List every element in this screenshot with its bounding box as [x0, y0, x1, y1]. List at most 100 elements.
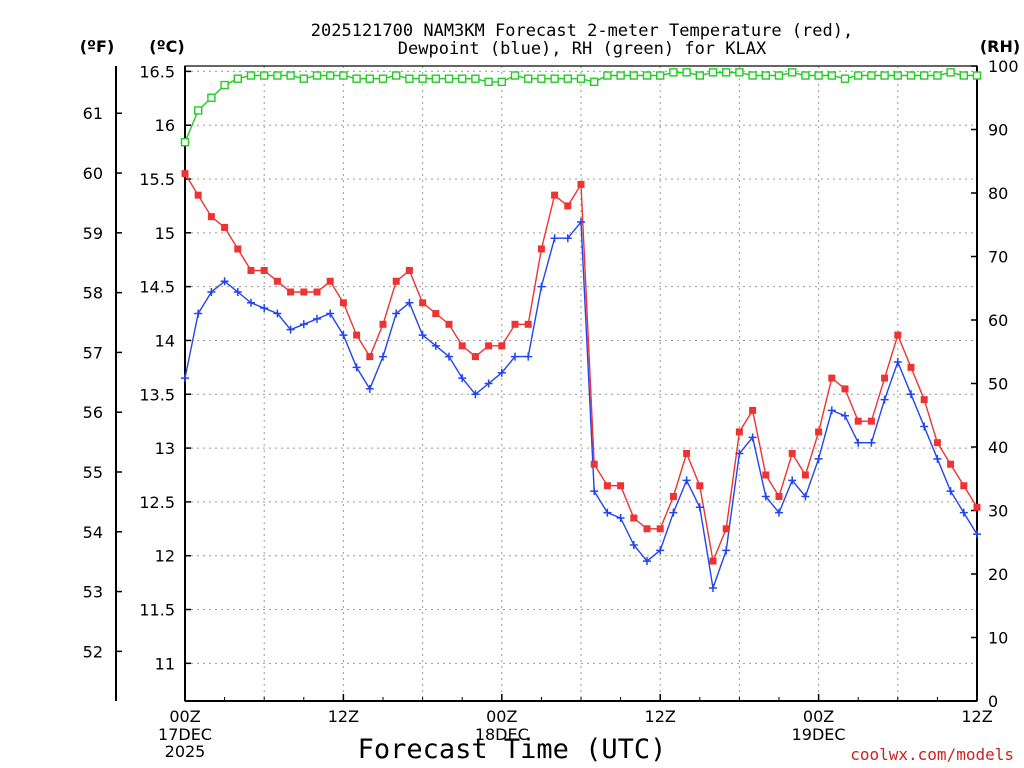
rh-tick-label: 30 — [988, 502, 1008, 521]
time-tick-label: 12Z — [645, 707, 676, 726]
time-tick-label: 12Z — [961, 707, 992, 726]
dewpoint-point — [973, 530, 981, 539]
rh-point — [273, 71, 282, 80]
temperature-point — [801, 471, 809, 479]
rh-point — [207, 93, 216, 102]
rh-point — [880, 71, 889, 80]
temperature-point — [933, 439, 941, 447]
rh-point — [906, 71, 916, 80]
dewpoint-point — [392, 309, 401, 318]
celsius-tick-label: 14.5 — [139, 278, 175, 297]
temperature-point — [603, 482, 611, 490]
temperature-point — [194, 191, 202, 199]
time-tick-year-label: 2025 — [165, 742, 206, 761]
temperature-point — [524, 320, 532, 328]
temperature-point — [379, 320, 387, 328]
temperature-point — [643, 525, 651, 533]
dewpoint-point — [893, 357, 902, 366]
temperature-point — [247, 266, 255, 274]
temperature-point — [564, 202, 572, 210]
rh-tick-label: 0 — [988, 692, 998, 711]
temperature-point — [617, 482, 625, 490]
temperature-point — [287, 288, 295, 296]
dewpoint-point — [933, 454, 942, 463]
rh-point — [299, 74, 308, 83]
time-tick-label: 12Z — [328, 707, 359, 726]
rh-point — [193, 106, 203, 115]
dewpoint-point — [445, 352, 453, 361]
temperature-point — [762, 471, 770, 479]
dewpoint-point — [577, 218, 585, 227]
dewpoint-point — [643, 557, 651, 566]
temperature-point — [511, 320, 519, 328]
temperature-point — [577, 180, 585, 188]
temperature-point — [432, 310, 440, 318]
rh-tick-label: 20 — [988, 565, 1008, 584]
chart-title-line1: 2025121700 NAM3KM Forecast 2-meter Tempe… — [311, 21, 853, 41]
temperature-point — [907, 363, 915, 371]
celsius-tick-label: 13.5 — [139, 385, 175, 404]
dewpoint-point — [484, 379, 493, 388]
time-tick-date-label: 18DEC — [475, 725, 529, 744]
dewpoint-point — [233, 288, 242, 297]
rh-point — [854, 71, 863, 80]
temperature-point — [445, 320, 453, 328]
dewpoint-point — [788, 476, 797, 485]
rh-point — [550, 74, 559, 83]
fahrenheit-tick-label: 53 — [83, 583, 103, 602]
x-axis-title: Forecast Time (UTC) — [358, 734, 667, 765]
dewpoint-point — [590, 487, 599, 496]
rh-point — [260, 71, 269, 80]
dewpoint-point — [418, 331, 427, 340]
rh-point — [458, 74, 467, 83]
time-tick-date-label: 17DEC — [158, 725, 212, 744]
dewpoint-point — [959, 508, 968, 517]
rh-point — [431, 74, 440, 83]
dewpoint-point — [735, 449, 744, 458]
temperature-point — [590, 460, 598, 468]
rh-tick-label: 80 — [988, 184, 1008, 203]
dewpoint-point — [458, 374, 467, 383]
rh-point — [761, 71, 770, 80]
dewpoint-point — [854, 438, 863, 447]
dewpoint-point — [722, 546, 731, 555]
rh-tick-label: 40 — [988, 438, 1008, 457]
fahrenheit-tick-label: 55 — [83, 463, 103, 482]
temperature-point — [894, 331, 902, 339]
rh-point — [840, 74, 850, 83]
dewpoint-point — [880, 395, 889, 404]
celsius-tick-label: 15 — [155, 224, 175, 243]
temperature-point — [656, 525, 664, 533]
time-tick-label: 00Z — [169, 707, 200, 726]
rh-point — [788, 68, 797, 77]
rh-point — [629, 71, 638, 80]
dewpoint-point — [669, 508, 678, 517]
rh-point — [590, 77, 599, 87]
temperature-point — [828, 374, 836, 382]
rh-point — [642, 71, 652, 80]
fahrenheit-unit-label: (ºF) — [80, 37, 115, 56]
temperature-point — [749, 406, 757, 414]
dewpoint-point — [286, 325, 295, 334]
rh-point — [722, 68, 731, 77]
temperature-point — [881, 374, 889, 382]
rh-point — [471, 74, 480, 83]
dewpoint-point — [761, 492, 770, 501]
dewpoint-point — [260, 304, 269, 313]
temperature-point — [867, 417, 875, 425]
rh-point — [933, 71, 942, 80]
dewpoint-point — [801, 492, 810, 501]
rh-point — [920, 71, 929, 80]
rh-point — [497, 77, 506, 87]
rh-tick-label: 70 — [988, 248, 1008, 267]
temperature-point — [339, 299, 347, 307]
celsius-tick-label: 13 — [155, 439, 175, 458]
temperature-point — [485, 342, 493, 350]
dewpoint-point — [867, 438, 876, 447]
rh-point — [801, 71, 810, 80]
rh-point — [392, 71, 401, 80]
dewpoint-point — [695, 503, 704, 512]
temperature-point — [630, 514, 638, 522]
dewpoint-point — [365, 384, 374, 393]
dewpoint-point — [220, 277, 229, 286]
